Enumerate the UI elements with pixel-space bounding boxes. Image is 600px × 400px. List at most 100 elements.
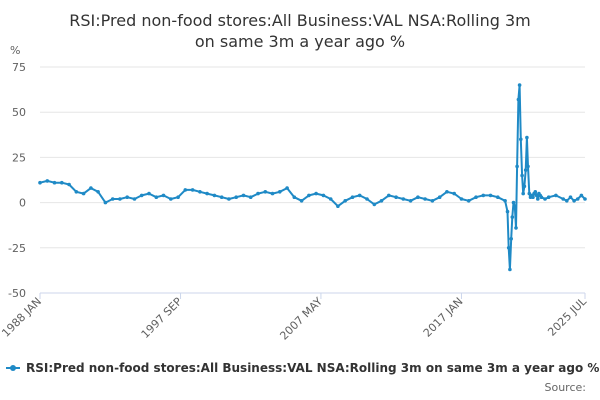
data-point[interactable]	[110, 197, 115, 201]
data-point[interactable]	[503, 199, 507, 203]
data-point[interactable]	[118, 197, 122, 201]
data-point[interactable]	[510, 215, 515, 219]
data-point[interactable]	[96, 190, 100, 194]
data-point[interactable]	[38, 180, 42, 185]
data-point[interactable]	[401, 197, 406, 201]
data-point[interactable]	[60, 180, 64, 185]
data-point[interactable]	[554, 193, 558, 198]
data-point[interactable]	[256, 191, 260, 196]
data-point[interactable]	[531, 195, 535, 199]
data-point[interactable]	[445, 190, 449, 194]
data-point[interactable]	[176, 195, 180, 199]
data-point[interactable]	[234, 195, 238, 199]
data-point[interactable]	[416, 195, 420, 199]
legend[interactable]: RSI:Pred non-food stores:All Business:VA…	[6, 361, 599, 375]
data-point[interactable]	[365, 197, 369, 201]
data-point[interactable]	[508, 267, 512, 272]
data-point[interactable]	[227, 197, 231, 201]
data-point[interactable]	[67, 182, 71, 187]
data-point[interactable]	[125, 195, 129, 199]
data-point[interactable]	[575, 197, 580, 201]
data-point[interactable]	[299, 199, 304, 203]
data-point[interactable]	[394, 195, 398, 199]
data-point[interactable]	[161, 193, 166, 198]
data-point[interactable]	[198, 190, 202, 194]
data-point[interactable]	[81, 191, 86, 196]
data-point[interactable]	[515, 164, 519, 169]
data-point[interactable]	[506, 246, 511, 250]
data-point[interactable]	[521, 191, 525, 196]
data-point[interactable]	[437, 195, 442, 199]
data-point[interactable]	[481, 193, 486, 198]
data-point[interactable]	[89, 186, 93, 190]
data-point[interactable]	[169, 197, 173, 201]
data-point[interactable]	[248, 195, 253, 199]
data-point[interactable]	[343, 199, 348, 203]
data-point[interactable]	[536, 197, 540, 201]
data-point[interactable]	[568, 195, 573, 199]
data-point[interactable]	[452, 191, 457, 196]
data-point[interactable]	[372, 202, 377, 207]
data-point[interactable]	[350, 195, 355, 199]
data-point[interactable]	[572, 199, 576, 203]
data-point[interactable]	[474, 195, 478, 199]
data-point[interactable]	[459, 197, 464, 201]
data-point[interactable]	[517, 83, 522, 87]
data-point[interactable]	[278, 190, 282, 194]
data-point[interactable]	[74, 190, 79, 194]
data-point[interactable]	[219, 195, 224, 199]
data-point[interactable]	[132, 197, 137, 201]
data-point[interactable]	[579, 193, 584, 198]
data-point[interactable]	[307, 193, 311, 198]
data-point[interactable]	[379, 199, 384, 203]
data-point[interactable]	[520, 173, 524, 178]
data-point[interactable]	[496, 195, 500, 199]
data-point[interactable]	[423, 197, 427, 201]
data-point[interactable]	[205, 191, 209, 196]
data-point[interactable]	[430, 199, 435, 203]
data-point[interactable]	[263, 190, 268, 194]
data-point[interactable]	[183, 188, 188, 192]
data-point[interactable]	[533, 190, 538, 194]
data-point[interactable]	[52, 180, 57, 185]
data-point[interactable]	[488, 193, 493, 198]
data-point[interactable]	[513, 204, 517, 208]
data-point[interactable]	[509, 237, 513, 241]
data-point[interactable]	[466, 199, 471, 203]
data-point[interactable]	[241, 193, 246, 198]
data-point[interactable]	[139, 193, 144, 198]
data-point[interactable]	[523, 168, 528, 172]
data-point[interactable]	[583, 197, 587, 201]
legend-item-label[interactable]: RSI:Pred non-food stores:All Business:VA…	[26, 361, 599, 375]
data-point[interactable]	[561, 197, 565, 201]
data-point[interactable]	[147, 191, 151, 196]
data-point[interactable]	[336, 204, 340, 208]
data-point[interactable]	[212, 193, 217, 198]
data-point[interactable]	[154, 195, 159, 199]
data-point[interactable]	[285, 186, 289, 190]
data-point[interactable]	[408, 199, 413, 203]
data-point[interactable]	[505, 209, 510, 214]
data-point[interactable]	[511, 200, 516, 205]
data-point[interactable]	[292, 195, 297, 199]
data-point[interactable]	[522, 184, 527, 189]
data-point[interactable]	[45, 179, 50, 183]
data-point[interactable]	[543, 197, 547, 201]
data-point[interactable]	[103, 200, 108, 205]
data-point[interactable]	[190, 188, 195, 192]
data-point[interactable]	[387, 193, 391, 198]
data-point[interactable]	[270, 191, 275, 196]
data-point[interactable]	[328, 197, 333, 201]
data-point[interactable]	[519, 137, 523, 142]
data-point[interactable]	[539, 195, 544, 199]
data-point[interactable]	[314, 191, 318, 196]
data-point[interactable]	[565, 199, 569, 203]
data-point[interactable]	[526, 164, 530, 169]
data-point[interactable]	[357, 193, 362, 198]
data-point[interactable]	[321, 193, 326, 198]
data-point[interactable]	[516, 97, 521, 102]
data-point[interactable]	[546, 195, 551, 199]
data-point[interactable]	[514, 226, 518, 230]
data-point[interactable]	[525, 135, 529, 140]
y-axis-ticks: 75 50 25 0 -25 -50	[8, 61, 26, 300]
